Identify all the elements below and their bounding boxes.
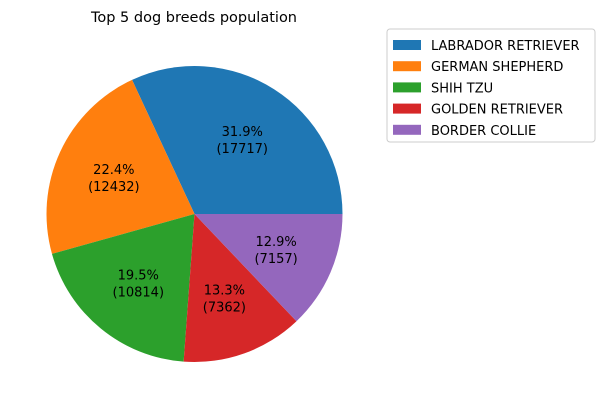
slice-labels: 31.9% (17717) 22.4% (12432) 19.5% (10814) 13.3…: [88, 125, 298, 315]
legend-swatch: [393, 61, 421, 72]
slice-percent-label: 31.9%: [222, 125, 263, 140]
slice-value-label: (7362): [203, 301, 246, 316]
slice-percent-label: 13.3%: [204, 284, 245, 299]
legend-entry: GERMAN SHEPHERD: [431, 60, 563, 75]
legend-entry: GOLDEN RETRIEVER: [431, 103, 563, 118]
pie-slice-golden-retriever: [183, 214, 297, 362]
legend-swatch: [393, 40, 421, 50]
slice-percent-label: 22.4%: [93, 163, 134, 178]
pie-slices: [46, 65, 343, 362]
legend: LABRADOR RETRIEVER GERMAN SHEPHERD SHIH TZ…: [386, 28, 596, 143]
legend-frame: [386, 28, 596, 143]
slice-percent-label: 19.5%: [118, 269, 159, 284]
legend-entry: BORDER COLLIE: [431, 124, 536, 139]
slice-value-label: (7157): [254, 252, 297, 267]
slice-value-label: (12432): [88, 180, 140, 195]
slice-value-label: (17717): [216, 142, 268, 157]
pie-slice-border-collie: [194, 214, 343, 322]
pie-slice-german-shepherd: [46, 79, 195, 254]
legend-swatch: [393, 82, 421, 93]
legend-entry: SHIH TZU: [431, 81, 493, 96]
chart-title: Top 5 dog breeds population: [90, 10, 297, 26]
legend-swatch: [393, 103, 421, 114]
slice-value-label: (10814): [113, 286, 165, 301]
pie-slice-shih-tzu: [51, 214, 195, 362]
legend-entry: LABRADOR RETRIEVER: [431, 39, 580, 54]
slice-percent-label: 12.9%: [255, 235, 296, 250]
legend-swatch: [393, 124, 421, 135]
pie-slice-labrador-retriever: [132, 65, 343, 215]
